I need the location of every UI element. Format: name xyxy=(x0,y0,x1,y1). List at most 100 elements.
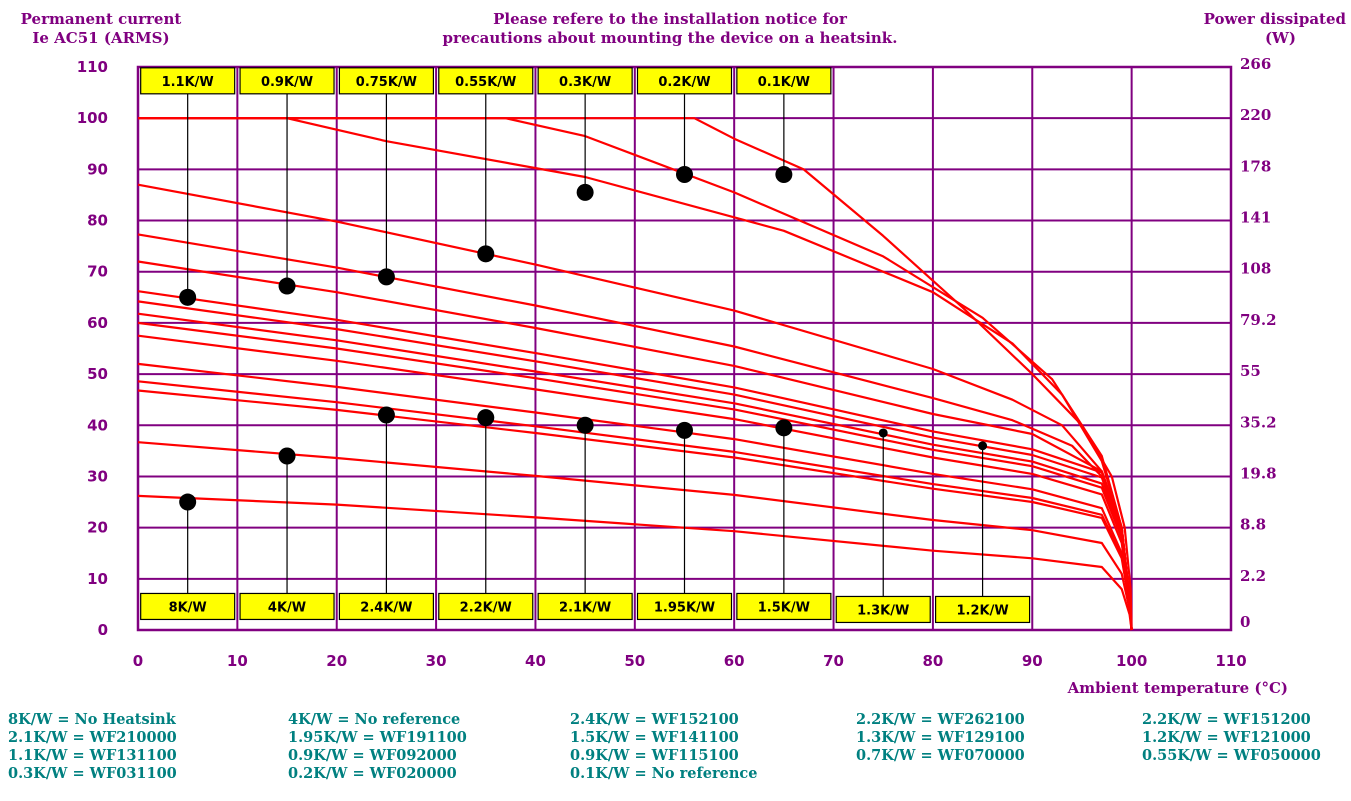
label-text: 1.5K/W xyxy=(758,600,810,615)
curve-label: 0.1K/W xyxy=(736,67,832,183)
x-tick-label: 90 xyxy=(1022,652,1043,670)
legend-entry: 0.9K/W = WF092000 xyxy=(288,747,457,764)
label-box xyxy=(736,592,832,621)
curve-label: 0.75K/W xyxy=(338,67,435,286)
label-box xyxy=(338,592,435,621)
legend-entry: 2.4K/W = WF152100 xyxy=(570,711,739,728)
label-box xyxy=(537,592,633,621)
x-tick-label: 10 xyxy=(227,652,248,670)
legend-entry xyxy=(856,765,1142,783)
legend-entry: 2.2K/W = WF151200 xyxy=(1142,711,1311,728)
legend-entry: 2.2K/W = WF262100 xyxy=(856,711,1025,728)
legend-entry: 1.95K/W = WF191100 xyxy=(288,729,467,746)
label-text: 1.1K/W xyxy=(162,75,214,90)
legend-entry xyxy=(1142,765,1342,783)
x-tick-label: 50 xyxy=(624,652,645,670)
legend-entry: 0.3K/W = WF031100 xyxy=(8,765,177,782)
y2-axis-title-line2: (W) xyxy=(1264,29,1296,47)
legend-entry: 1.3K/W = WF129100 xyxy=(856,729,1025,746)
y2-tick-label: 178 xyxy=(1240,157,1271,175)
x-tick-label: 60 xyxy=(724,652,745,670)
label-text: 1.3K/W xyxy=(857,603,909,618)
label-box xyxy=(636,67,733,95)
y-tick-label: 110 xyxy=(77,58,108,76)
curve-label: 0.2K/W xyxy=(636,67,733,183)
label-text: 0.3K/W xyxy=(559,75,611,90)
y2-axis-title: Power dissipated (W) xyxy=(1160,10,1346,48)
legend-row: 8K/W = No Heatsink 4K/W = No reference 2.4… xyxy=(8,711,1348,729)
chart-labels: 1.1K/W 0.9K/W 0.75K/W 0.55K/W 0.3K/W 0.2K/W 0.… xyxy=(140,67,1031,624)
label-box xyxy=(438,592,534,621)
y-axis-title-line1: Permanent current xyxy=(20,10,182,28)
legend-row: 0.3K/W = WF031100 0.2K/W = WF020000 0.1K/W… xyxy=(8,765,1348,783)
marker-dot xyxy=(978,441,988,451)
y2-tick-label: 55 xyxy=(1240,362,1261,380)
curve-label: 1.5K/W xyxy=(736,419,832,621)
marker-dot xyxy=(775,165,793,183)
label-box xyxy=(239,67,335,95)
legend-entry: 4K/W = No reference xyxy=(288,711,461,728)
marker-dot xyxy=(477,409,495,427)
marker-dot xyxy=(477,245,495,263)
label-box xyxy=(239,592,335,621)
x-tick-label: 20 xyxy=(326,652,347,670)
mounting-note: Please refere to the installation notice… xyxy=(390,10,950,48)
x-axis-title: Ambient temperature (°C) xyxy=(1067,679,1288,697)
y-tick-label: 50 xyxy=(87,365,108,383)
x-tick-label: 0 xyxy=(133,652,143,670)
legend-entry: 0.1K/W = No reference xyxy=(570,765,758,782)
plot-frame xyxy=(136,65,1233,632)
y-axis-title-line2: Ie AC51 (ARMS) xyxy=(32,29,170,47)
marker-dot xyxy=(377,268,395,286)
y-tick-label: 60 xyxy=(87,314,108,332)
curve-label: 0.55K/W xyxy=(438,67,534,263)
y-tick-label: 10 xyxy=(87,570,108,588)
marker-dot xyxy=(377,406,395,424)
legend-entry: 0.55K/W = WF050000 xyxy=(1142,747,1321,764)
y-tick-label: 100 xyxy=(77,109,108,127)
y2-tick-label: 141 xyxy=(1240,209,1271,227)
x-tick-label: 80 xyxy=(922,652,943,670)
label-box xyxy=(438,67,534,95)
y-tick-label: 70 xyxy=(87,263,108,281)
curve-label: 4K/W xyxy=(239,447,335,621)
x-tick-label: 40 xyxy=(525,652,546,670)
y2-tick-label: 79.2 xyxy=(1240,311,1277,329)
y2-tick-label: 35.2 xyxy=(1240,413,1277,431)
y2-tick-label: 220 xyxy=(1240,106,1271,124)
y-tick-label: 0 xyxy=(98,621,108,639)
marker-dot xyxy=(278,277,296,295)
y2-axis-title-line1: Power dissipated xyxy=(1203,10,1346,28)
marker-dot xyxy=(576,183,594,201)
legend-entry: 1.2K/W = WF121000 xyxy=(1142,729,1311,746)
legend-entry: 2.1K/W = WF210000 xyxy=(8,729,177,746)
curve-label: 8K/W xyxy=(140,493,236,621)
curve-label: 1.2K/W xyxy=(934,441,1031,624)
legend-entry: 8K/W = No Heatsink xyxy=(8,711,176,728)
y2-tick-label: 108 xyxy=(1240,260,1271,278)
x-tick-label: 70 xyxy=(823,652,844,670)
label-text: 0.9K/W xyxy=(261,75,313,90)
label-box xyxy=(338,67,435,95)
curve-label: 2.4K/W xyxy=(338,406,435,621)
label-text: 2.4K/W xyxy=(360,600,412,615)
curve-label: 1.3K/W xyxy=(835,428,931,624)
label-text: 2.2K/W xyxy=(460,600,512,615)
legend-entry: 1.5K/W = WF141100 xyxy=(570,729,739,746)
curve-label: 2.1K/W xyxy=(537,416,633,621)
label-box xyxy=(835,595,931,624)
label-text: 0.75K/W xyxy=(356,75,417,90)
label-text: 2.1K/W xyxy=(559,600,611,615)
marker-dot xyxy=(676,165,693,183)
legend-entry: 1.1K/W = WF131100 xyxy=(8,747,177,764)
label-text: 0.1K/W xyxy=(758,75,810,90)
legend-entry: 0.7K/W = WF070000 xyxy=(856,747,1025,764)
curve-label: 0.9K/W xyxy=(239,67,335,295)
label-text: 1.2K/W xyxy=(956,603,1008,618)
marker-dot xyxy=(878,428,888,438)
curve-label: 2.2K/W xyxy=(438,409,534,621)
y2-tick-label: 266 xyxy=(1240,55,1271,73)
y2-tick-label: 19.8 xyxy=(1240,464,1277,482)
label-box xyxy=(140,67,236,95)
